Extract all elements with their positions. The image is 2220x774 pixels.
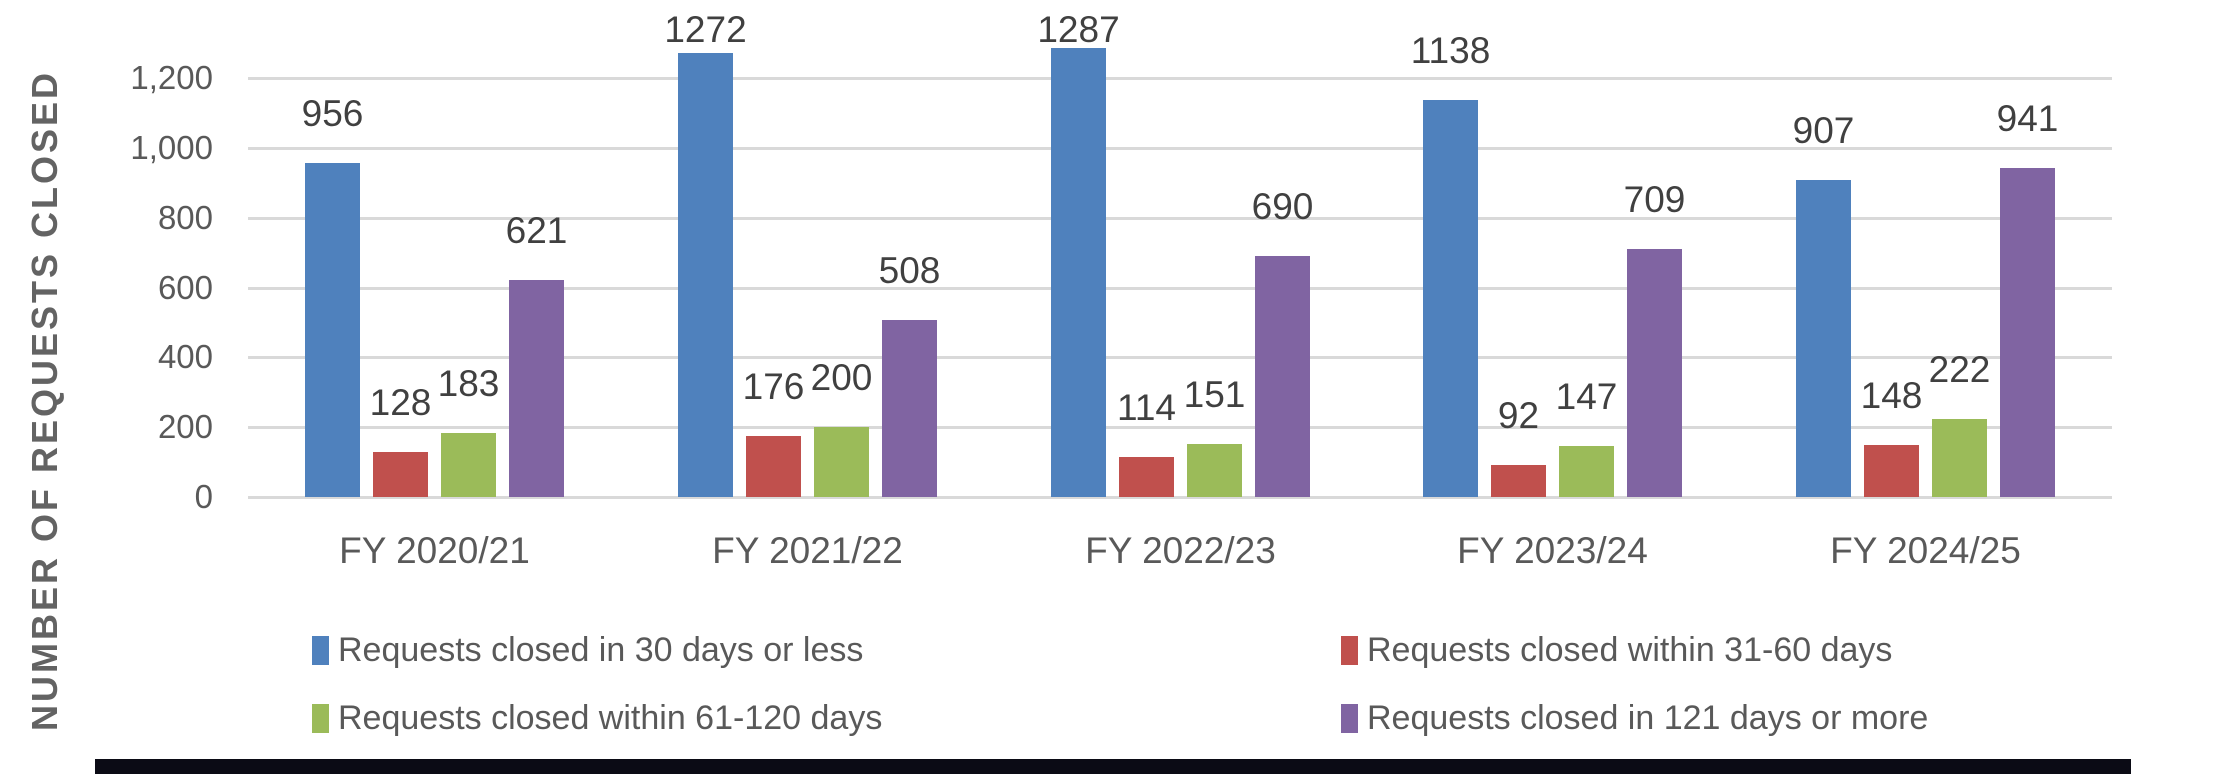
bar	[2000, 168, 2055, 497]
bar-value-label: 128	[369, 382, 432, 423]
bar-value-label: 956	[301, 93, 364, 134]
legend-swatch	[312, 635, 329, 665]
bar	[882, 320, 937, 497]
x-axis-line	[248, 496, 2112, 499]
bar-value-label: 148	[1860, 375, 1923, 416]
y-tick-label: 800	[157, 199, 213, 236]
bar-value-label: 1138	[1410, 30, 1491, 71]
bar-value-label: 92	[1497, 395, 1540, 436]
bar	[1255, 256, 1310, 497]
legend-item: Requests closed within 31-60 days	[1341, 630, 1892, 670]
bar-value-label: 941	[1996, 98, 2059, 139]
bar	[1187, 444, 1242, 497]
legend-item: Requests closed within 61-120 days	[312, 698, 882, 738]
bar	[1051, 48, 1106, 497]
legend-label: Requests closed within 31-60 days	[1367, 631, 1893, 669]
x-category-label: FY 2023/24	[1457, 530, 1648, 571]
legend-label: Requests closed in 30 days or less	[338, 631, 864, 669]
legend-swatch	[312, 703, 329, 733]
legend-item: Requests closed in 121 days or more	[1341, 698, 1928, 738]
x-category-label: FY 2022/23	[1085, 530, 1276, 571]
bar-value-label: 183	[437, 363, 500, 404]
legend-label: Requests closed within 61-120 days	[338, 699, 883, 737]
gridline	[248, 426, 2112, 429]
bar-value-label: 690	[1251, 186, 1314, 227]
bar	[441, 433, 496, 497]
bar-value-label: 621	[505, 210, 568, 251]
y-tick-label: 0	[194, 478, 213, 515]
legend-item: Requests closed in 30 days or less	[312, 630, 863, 670]
bar	[1796, 180, 1851, 497]
bar	[509, 280, 564, 497]
y-tick-label: 600	[157, 269, 213, 306]
legend-swatch	[1341, 703, 1358, 733]
bar	[1559, 446, 1614, 497]
bar	[1627, 249, 1682, 497]
y-tick-label: 400	[157, 338, 213, 375]
bar	[305, 163, 360, 497]
bar-value-label: 907	[1792, 110, 1855, 151]
bar-value-label: 1272	[664, 9, 747, 50]
bar-value-label: 1287	[1037, 9, 1120, 50]
gridline	[248, 217, 2112, 220]
legend-label: Requests closed in 121 days or more	[1367, 699, 1929, 737]
bar-value-label: 147	[1555, 376, 1618, 417]
bar-value-label: 709	[1623, 179, 1686, 220]
bar-value-label: 200	[810, 357, 873, 398]
gridline	[248, 77, 2112, 80]
y-tick-label: 200	[157, 408, 213, 445]
bar	[678, 53, 733, 497]
bar	[1423, 100, 1478, 497]
bar	[1491, 465, 1546, 497]
bar	[746, 436, 801, 497]
bar-value-label: 114	[1117, 387, 1176, 428]
bottom-bar	[95, 759, 2131, 774]
bar	[1119, 457, 1174, 497]
gridline	[248, 356, 2112, 359]
legend-swatch	[1341, 635, 1358, 665]
x-category-label: FY 2021/22	[712, 530, 903, 571]
bar-value-label: 176	[742, 366, 805, 407]
gridline	[248, 287, 2112, 290]
bar-value-label: 151	[1183, 374, 1246, 415]
bar	[1864, 445, 1919, 497]
bar-value-label: 508	[878, 250, 941, 291]
y-tick-label: 1,200	[130, 59, 213, 96]
gridline	[248, 147, 2112, 150]
bar	[1932, 419, 1987, 497]
bar	[814, 427, 869, 497]
bar	[373, 452, 428, 497]
bar-value-label: 222	[1928, 349, 1991, 390]
x-category-label: FY 2020/21	[339, 530, 530, 571]
y-tick-label: 1,000	[130, 129, 213, 166]
x-category-label: FY 2024/25	[1830, 530, 2021, 571]
